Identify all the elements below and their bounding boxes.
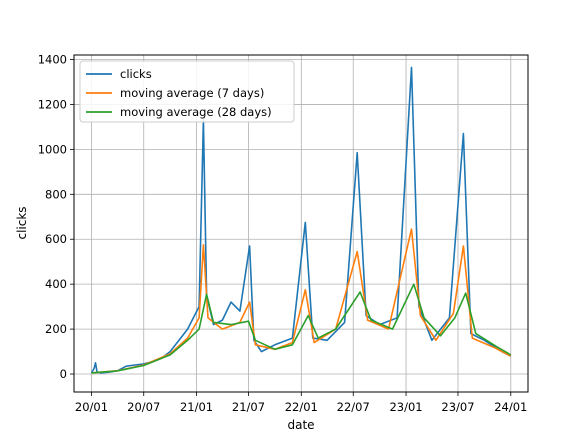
y-tick-label: 600 bbox=[45, 232, 67, 246]
y-tick-label: 200 bbox=[45, 322, 67, 336]
series-line-2 bbox=[91, 283, 512, 374]
legend-box bbox=[79, 60, 295, 123]
legend: clicks moving average (7 days) moving aver… bbox=[79, 60, 295, 123]
y-tick-label: 1000 bbox=[38, 142, 67, 156]
y-tick-label: 400 bbox=[45, 277, 67, 291]
series-line-0 bbox=[90, 66, 512, 374]
x-tick-label: 23/01 bbox=[389, 400, 422, 414]
x-tick-label: 21/07 bbox=[232, 400, 265, 414]
y-tick-label: 800 bbox=[45, 187, 67, 201]
legend-entry-0: clicks bbox=[120, 67, 152, 81]
y-axis-ticks: 0 200 400 600 800 1000 1200 1400 bbox=[38, 52, 74, 381]
legend-entry-1: moving average (7 days) bbox=[120, 86, 264, 100]
x-axis-label: date bbox=[287, 418, 314, 432]
x-tick-label: 22/01 bbox=[285, 400, 318, 414]
legend-entry-2: moving average (28 days) bbox=[120, 105, 272, 119]
x-tick-label: 21/01 bbox=[180, 400, 213, 414]
y-tick-label: 1400 bbox=[38, 52, 67, 66]
x-tick-label: 24/01 bbox=[494, 400, 527, 414]
series-layer bbox=[90, 66, 512, 374]
x-tick-label: 20/07 bbox=[127, 400, 160, 414]
x-axis-ticks: 20/01 20/07 21/01 21/07 22/01 22/07 23/01 23/07… bbox=[75, 392, 527, 414]
y-tick-label: 1200 bbox=[38, 97, 67, 111]
x-tick-label: 23/07 bbox=[441, 400, 474, 414]
series-line-1 bbox=[91, 228, 512, 374]
x-tick-label: 20/01 bbox=[75, 400, 108, 414]
y-tick-label: 0 bbox=[60, 367, 67, 381]
x-tick-label: 22/07 bbox=[337, 400, 370, 414]
y-axis-label: clicks bbox=[15, 206, 29, 239]
